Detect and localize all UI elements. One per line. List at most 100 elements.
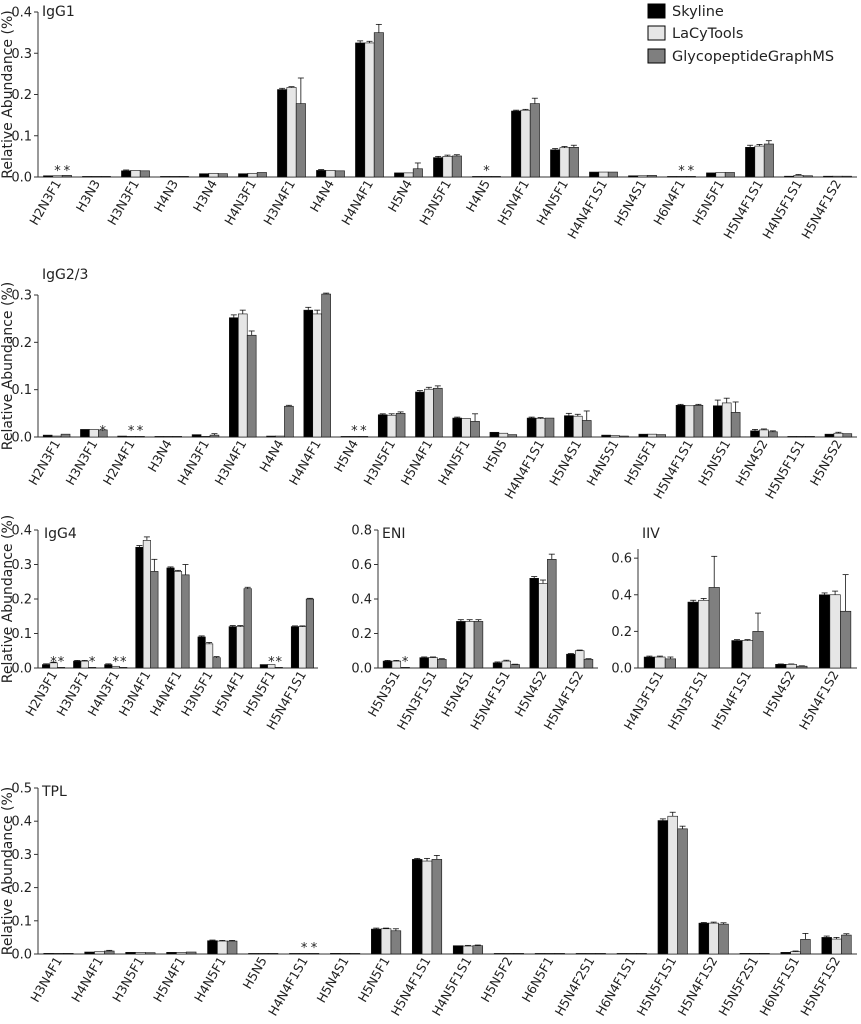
bar-h2n3f1-glycopeptidegraphms [56, 667, 66, 669]
bar-h4n5f1s1-glycopeptidegraphms [802, 175, 813, 178]
bar-h5n4f1s1-lacytools [421, 860, 433, 955]
bar-h5n3f1s1-glycopeptidegraphms [437, 659, 447, 669]
y-tick-label: 0.2 [11, 593, 32, 608]
bar-h3n4-lacytools [163, 436, 174, 438]
bar-h5n5f1s1-lacytools [667, 815, 678, 955]
bar-h5n3f1s1-glycopeptidegraphms [708, 587, 720, 669]
bar-h3n4f1-skyline [135, 546, 144, 669]
bar-h4n4-glycopeptidegraphms [284, 405, 294, 438]
bar-h4n4f1-lacytools [173, 571, 183, 669]
bar-h5n5f1-skyline [638, 433, 649, 438]
category-label: H3N3 [73, 177, 103, 215]
bar-h3n5f1-glycopeptidegraphms [212, 657, 221, 669]
bar-h5n4f1s1-lacytools [684, 405, 695, 438]
bar-h5n4f1s1-glycopeptidegraphms [752, 631, 764, 669]
bar-h4n5f1s1-lacytools [462, 945, 474, 955]
chart-igg4: 0.0 0.1 0.2 0.3 0.4 IgG4 Relative Abundance (%… [0, 515, 318, 732]
bar-h5n5f1-lacytools [715, 172, 726, 178]
bar-h6n4f1-skyline [667, 176, 678, 178]
bar-h5n5f2s1-glycopeptidegraphms [759, 953, 770, 955]
bar-h5n4s2-lacytools [538, 583, 548, 669]
category-label: H5N4F1S1 [388, 954, 434, 1018]
y-tick-label: 0.0 [11, 431, 32, 446]
bar-h3n3-glycopeptidegraphms [100, 176, 111, 178]
category-label: H4N4F1S1 [265, 954, 311, 1018]
bar-h4n3f1-glycopeptidegraphms [209, 434, 220, 438]
missing-value-asterisk: * [50, 655, 57, 670]
bar-h5n4s1-lacytools [339, 953, 351, 955]
bar-h5n4f1s1-lacytools [298, 626, 307, 669]
bar-h2n3f1-lacytools [51, 435, 62, 438]
bar-h5n5s2-lacytools [833, 432, 844, 438]
bar-h4n3f1-lacytools [200, 436, 211, 438]
bar-h4n4f1-skyline [355, 42, 366, 178]
y-tick-label: 0.4 [11, 6, 32, 21]
bar-h4n4f1s1-skyline [289, 953, 300, 955]
bar-h5n4f1s1-glycopeptidegraphms [510, 664, 520, 669]
bar-h4n3-lacytools [169, 176, 180, 178]
legend-label-skyline: Skyline [672, 4, 724, 20]
panel-title-tpl: TPL [41, 784, 67, 800]
category-label: H5N5S1 [695, 437, 733, 488]
category-label: H3N4F1 [260, 177, 298, 228]
category-label: H5N4F1 [398, 437, 436, 488]
bar-h4n4-lacytools [325, 170, 336, 178]
bar-h4n3-glycopeptidegraphms [178, 176, 189, 178]
bar-h5n4s2-lacytools [759, 429, 769, 438]
y-tick-label: 0.3 [11, 289, 32, 304]
bar-h4n4f1-glycopeptidegraphms [181, 574, 190, 669]
category-label: H4N4F1 [338, 177, 376, 228]
category-label: H4N4 [307, 177, 337, 215]
bar-h6n5f1-glycopeptidegraphms [554, 953, 565, 955]
category-label: H4N4F1 [286, 437, 324, 488]
bar-h4n5f1-lacytools [461, 418, 471, 438]
bar-h4n4f1-glycopeptidegraphms [321, 293, 331, 438]
bar-h4n4f1s1-glycopeptidegraphms [544, 417, 555, 438]
category-label: H6N5F1S1 [756, 954, 802, 1018]
category-label: H3N5F1 [360, 437, 398, 488]
category-label: H4N5F1 [533, 177, 571, 228]
bar-h4n4f1s1-lacytools [535, 418, 546, 438]
bar-h5n5f1-lacytools [380, 928, 392, 955]
bar-h5n5f1-glycopeptidegraphms [656, 434, 666, 438]
chart-igg2-3: 0.0 0.1 0.2 0.3 IgG2/3 Relative Abundance (%)… [0, 267, 857, 501]
category-label: H6N4F1 [650, 177, 688, 228]
category-label: H3N3F1 [104, 177, 142, 228]
bar-h3n4f1-glycopeptidegraphms [150, 571, 159, 669]
bar-h6n4f1s1-skyline [616, 953, 628, 955]
y-tick-label: 0.2 [611, 625, 632, 640]
bar-h3n3f1-glycopeptidegraphms [139, 170, 150, 178]
panel-title-eni: ENI [382, 526, 405, 542]
bar-h4n5f1s1-skyline [784, 175, 795, 178]
bar-h6n4f1s1-lacytools [626, 953, 637, 955]
bar-h5n4f1-glycopeptidegraphms [529, 103, 540, 178]
bar-h3n4f1-skyline [229, 317, 239, 438]
category-label: H4N3F1S1 [621, 668, 667, 732]
category-label: H4N5F1S1 [759, 177, 805, 241]
bar-h5n4s1-glycopeptidegraphms [646, 175, 657, 178]
panel-title-igg4: IgG4 [44, 526, 77, 542]
bar-h5n4f1s1-skyline [675, 404, 686, 438]
bar-h5n5-lacytools [258, 953, 269, 955]
bar-h3n3f1-lacytools [130, 170, 141, 178]
legend-label-lacytools: LaCyTools [672, 26, 743, 42]
bar-h5n5-glycopeptidegraphms [267, 953, 279, 955]
bar-h3n5f1-lacytools [386, 414, 397, 438]
category-label: H5N4F1S1 [720, 177, 766, 241]
bar-h5n4f2s1-lacytools [585, 953, 597, 955]
bar-h5n5f1-lacytools [267, 664, 276, 669]
legend: Skyline LaCyTools GlycopeptideGraphMS [647, 3, 834, 65]
y-axis-label: Relative Abundance (%) [0, 282, 16, 450]
category-label: H4N3F1 [174, 437, 212, 488]
bar-h4n5f1-glycopeptidegraphms [568, 147, 579, 178]
bar-h5n5f2s1-lacytools [749, 953, 760, 955]
bar-h5n5-skyline [489, 431, 500, 438]
category-label: H5N5F1S1 [633, 954, 679, 1018]
bar-h2n3f1-skyline [43, 175, 54, 178]
y-tick-label: 0.3 [11, 848, 32, 863]
bar-h4n3f1-skyline [104, 664, 113, 669]
panel-title-igg2-3: IgG2/3 [42, 267, 88, 283]
bar-h5n3f1s1-skyline [687, 601, 699, 669]
bar-h5n5f1-glycopeptidegraphms [274, 667, 283, 669]
